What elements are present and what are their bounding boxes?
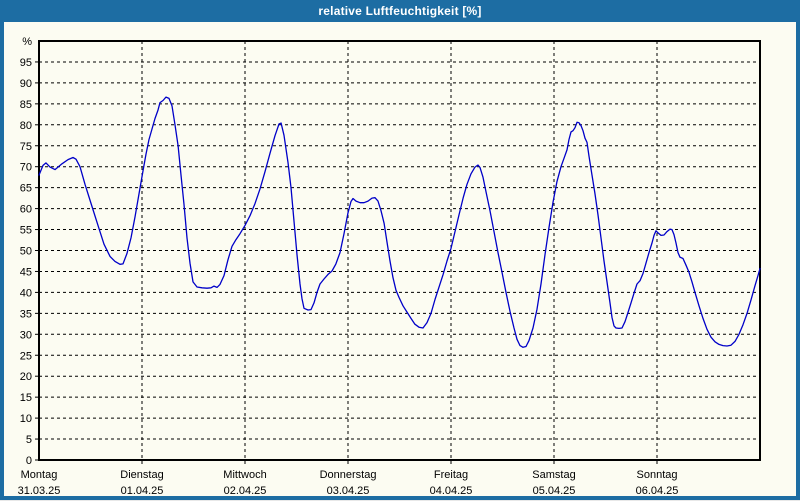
y-axis-label: 80 bbox=[20, 120, 32, 132]
x-axis-date-label: 05.04.25 bbox=[533, 485, 576, 496]
y-axis-label: 5 bbox=[26, 434, 32, 446]
y-axis-label: 15 bbox=[20, 392, 32, 404]
y-axis-label: 70 bbox=[20, 162, 32, 174]
y-axis-label: 75 bbox=[20, 141, 32, 153]
x-axis-day-label: Montag bbox=[21, 469, 58, 481]
y-axis-label: 0 bbox=[26, 455, 32, 467]
humidity-chart: 0 5 10 15 20 25 30 35 40 45 50 55 60 65 70 75 80 85 90 95% M… bbox=[18, 36, 761, 497]
y-axis-label: 20 bbox=[20, 371, 32, 383]
x-axis-day-label: Samstag bbox=[532, 469, 575, 481]
x-axis-date-label: 06.04.25 bbox=[636, 485, 679, 496]
y-axis-label: 95 bbox=[20, 57, 32, 69]
x-axis-date-label: 02.04.25 bbox=[224, 485, 267, 496]
x-axis-day-label: Freitag bbox=[434, 469, 468, 481]
y-axis-unit-label: % bbox=[22, 36, 32, 48]
window-titlebar: relative Luftfeuchtigkeit [%] bbox=[0, 0, 800, 22]
y-axis-label: 90 bbox=[20, 78, 32, 90]
y-axis-label: 35 bbox=[20, 308, 32, 320]
x-axis-date-label: 04.04.25 bbox=[430, 485, 473, 496]
y-axis-label: 65 bbox=[20, 183, 32, 195]
x-axis-date-label: 01.04.25 bbox=[121, 485, 164, 496]
x-axis-day-label: Donnerstag bbox=[320, 469, 377, 481]
x-axis-day-label: Dienstag bbox=[120, 469, 163, 481]
plot-border bbox=[38, 40, 761, 461]
x-axis-date-label: 03.04.25 bbox=[327, 485, 370, 496]
y-axis-label: 60 bbox=[20, 204, 32, 216]
y-axis-label: 10 bbox=[20, 413, 32, 425]
y-axis-label: 25 bbox=[20, 350, 32, 362]
y-axis-label: 55 bbox=[20, 225, 32, 237]
y-axis-label: 45 bbox=[20, 266, 32, 278]
y-axis-label: 85 bbox=[20, 99, 32, 111]
x-axis-day-label: Sonntag bbox=[637, 469, 678, 481]
y-axis-label: 30 bbox=[20, 329, 32, 341]
window-title: relative Luftfeuchtigkeit [%] bbox=[318, 4, 482, 18]
y-axis-label: 40 bbox=[20, 287, 32, 299]
y-axis-label: 50 bbox=[20, 246, 32, 258]
chart-content-area: 0 5 10 15 20 25 30 35 40 45 50 55 60 65 70 75 80 85 90 95% M… bbox=[4, 22, 796, 497]
x-axis-date-label: 31.03.25 bbox=[18, 485, 61, 496]
humidity-line bbox=[38, 96, 761, 348]
x-axis-day-label: Mittwoch bbox=[223, 469, 266, 481]
